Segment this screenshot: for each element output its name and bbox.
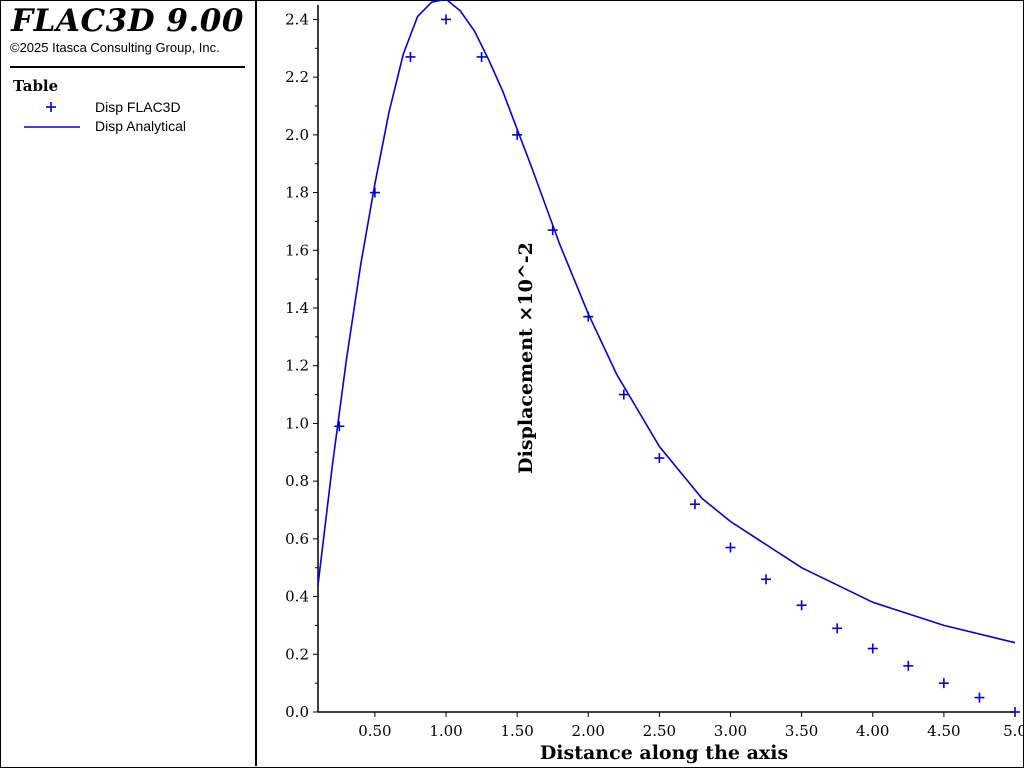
x-tick-label: 1.50 <box>500 722 533 740</box>
y-tick-label: 1.6 <box>285 241 309 259</box>
y-tick-label: 1.8 <box>285 184 309 202</box>
copyright-text: ©2025 Itasca Consulting Group, Inc. <box>10 40 220 55</box>
y-tick-label: 2.2 <box>285 68 309 86</box>
data-point-marker <box>903 660 914 671</box>
data-point-marker <box>405 51 416 62</box>
plus-marker-icon <box>46 102 56 112</box>
legend-divider <box>10 66 245 68</box>
y-tick-label: 0.2 <box>285 645 309 663</box>
y-tick-label: 0.6 <box>285 530 309 548</box>
data-point-marker <box>974 692 985 703</box>
y-tick-label: 1.2 <box>285 357 309 375</box>
legend-label: Disp FLAC3D <box>95 99 181 115</box>
y-tick-label: 0.8 <box>285 472 309 490</box>
x-tick-label: 2.50 <box>643 722 676 740</box>
data-point-marker <box>512 129 523 140</box>
x-tick-label: 2.00 <box>572 722 605 740</box>
y-tick-label: 1.0 <box>285 414 309 432</box>
data-point-marker <box>832 623 843 634</box>
x-axis-label: Distance along the axis <box>540 742 788 764</box>
legend-item-disp-flac3d: Disp FLAC3D <box>20 98 250 116</box>
data-point-marker <box>618 389 629 400</box>
data-point-marker <box>654 453 665 464</box>
data-point-marker <box>689 499 700 510</box>
x-tick-label: 1.00 <box>429 722 462 740</box>
x-tick-label: 0.50 <box>358 722 391 740</box>
data-point-marker <box>1010 707 1020 717</box>
data-point-marker <box>938 678 949 689</box>
data-point-marker <box>441 14 452 25</box>
x-tick-label: 4.00 <box>856 722 889 740</box>
legend-title: Table <box>13 77 59 95</box>
x-tick-label: 4.50 <box>927 722 960 740</box>
legend-item-disp-analytical: Disp Analytical <box>20 117 250 135</box>
data-point-marker <box>476 51 487 62</box>
line-swatch-icon <box>24 126 80 128</box>
chart-series <box>317 0 1020 717</box>
y-tick-label: 0.0 <box>285 703 309 721</box>
series-line-disp-analytical <box>317 0 1016 644</box>
legend-panel: FLAC3D 9.00 ©2025 Itasca Consulting Grou… <box>0 0 257 766</box>
y-tick-label: 0.4 <box>285 588 309 606</box>
x-tick-label: 5.0 <box>1003 722 1023 740</box>
data-point-marker <box>796 600 807 611</box>
chart-plot: 0.0 0.2 0.4 0.6 0.8 1.0 1.2 1.4 1.6 1.8 2.0 2.2 2.4 0… <box>285 0 1023 764</box>
app-title: FLAC3D 9.00 <box>11 3 244 39</box>
x-tick-label: 3.00 <box>714 722 747 740</box>
legend-label: Disp Analytical <box>95 118 187 134</box>
data-point-marker <box>761 574 772 585</box>
y-tick-label: 2.4 <box>285 10 309 28</box>
y-tick-label: 2.0 <box>285 126 309 144</box>
data-point-marker <box>725 542 736 553</box>
x-tick-label: 3.50 <box>785 722 818 740</box>
y-axis-label: Displacement ×10^-2 <box>515 242 537 474</box>
data-point-marker <box>867 643 878 654</box>
chart-axes: 0.0 0.2 0.4 0.6 0.8 1.0 1.2 1.4 1.6 1.8 2.0 2.2 2.4 0… <box>285 5 1023 740</box>
data-point-marker <box>334 421 345 432</box>
data-point-marker <box>369 187 380 198</box>
y-tick-label: 1.4 <box>285 299 309 317</box>
